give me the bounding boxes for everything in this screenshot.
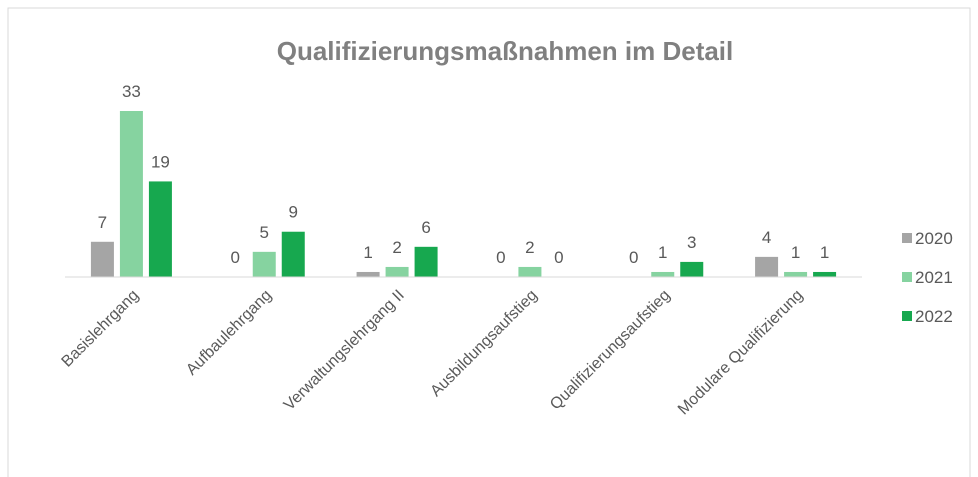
- data-label: 9: [289, 203, 298, 222]
- data-label: 0: [231, 248, 240, 267]
- data-label: 0: [554, 248, 563, 267]
- bar: [356, 271, 380, 277]
- bar: [518, 266, 542, 277]
- data-label: 5: [260, 223, 269, 242]
- legend-label: 2020: [915, 229, 953, 248]
- bar: [755, 256, 779, 277]
- data-label: 1: [363, 243, 372, 262]
- data-label: 1: [791, 243, 800, 262]
- data-label: 3: [687, 233, 696, 252]
- bar: [119, 111, 143, 277]
- bar: [148, 181, 172, 277]
- bar: [651, 271, 675, 277]
- bar: [252, 251, 276, 277]
- bar: [784, 271, 808, 277]
- data-label: 0: [496, 248, 505, 267]
- data-label: 7: [98, 213, 107, 232]
- data-label: 33: [122, 82, 141, 101]
- legend-label: 2022: [915, 307, 953, 326]
- data-label: 2: [525, 238, 534, 257]
- data-label: 1: [820, 243, 829, 262]
- legend-swatch: [902, 233, 912, 243]
- data-label: 2: [392, 238, 401, 257]
- bar: [680, 261, 704, 277]
- x-tick-label: Ausbildungsaufstieg: [427, 287, 540, 400]
- chart-title: Qualifizierungsmaßnahmen im Detail: [277, 36, 734, 66]
- chart-frame: [7, 7, 971, 477]
- legend-swatch: [902, 311, 912, 321]
- bar: [90, 241, 114, 277]
- data-label: 1: [658, 243, 667, 262]
- bar: [281, 231, 305, 277]
- x-tick-label: Qualifizierungsaufstieg: [547, 287, 673, 413]
- legend-label: 2021: [915, 268, 953, 287]
- x-tick-label: Aufbaulehrgang: [183, 287, 275, 379]
- bar: [813, 271, 837, 277]
- data-label: 19: [151, 152, 170, 171]
- bar: [385, 266, 409, 277]
- data-label: 6: [421, 218, 430, 237]
- legend-swatch: [902, 272, 912, 282]
- bar: [414, 246, 438, 277]
- x-tick-label: Modulare Qualifizierung: [675, 287, 807, 419]
- data-label: 0: [629, 248, 638, 267]
- data-label: 4: [762, 228, 771, 247]
- x-tick-label: Basislehrgang: [59, 287, 143, 371]
- x-tick-label: Verwaltungslehrgang II: [281, 287, 408, 414]
